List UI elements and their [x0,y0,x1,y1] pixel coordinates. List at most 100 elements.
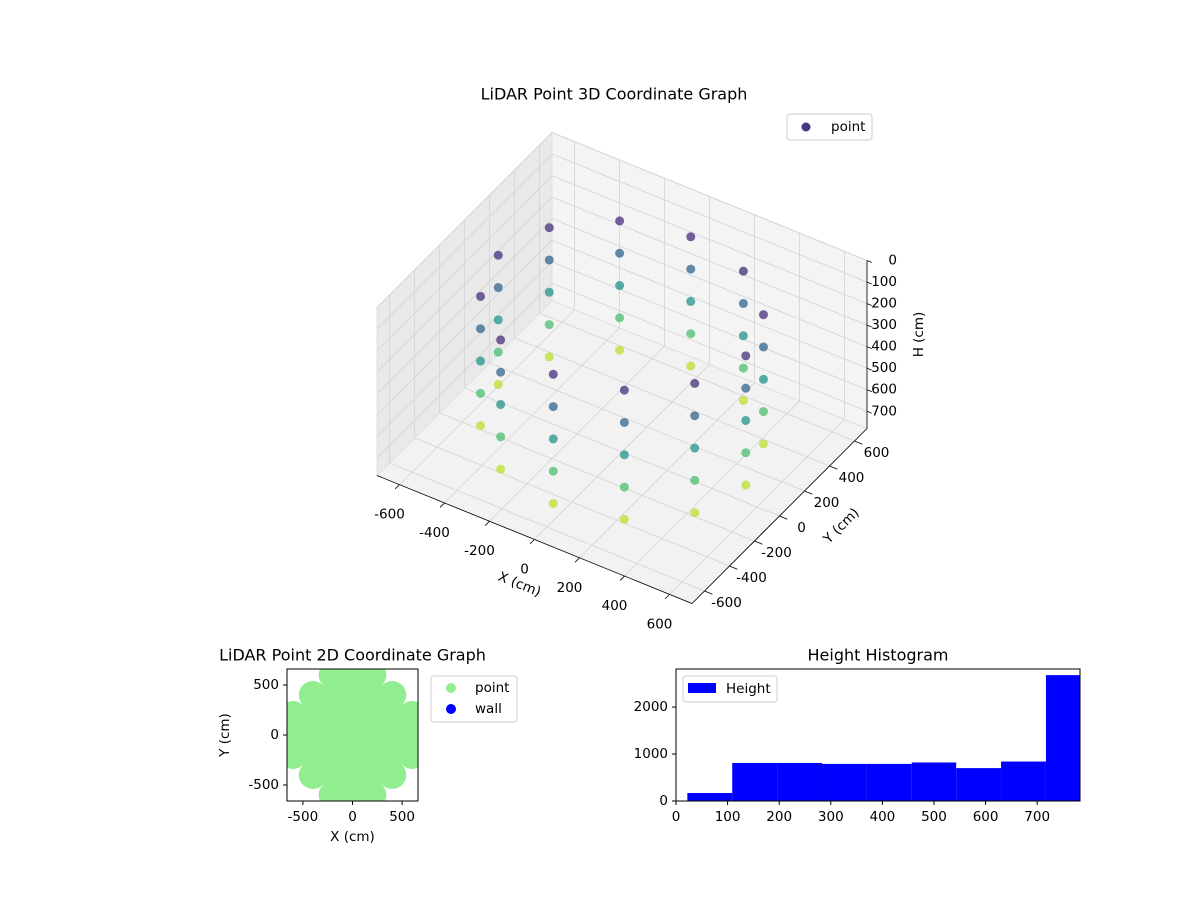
bar [1045,675,1080,801]
point [548,499,558,509]
point [686,296,696,306]
z-tick-label: 0 [888,253,897,269]
y-tick-label: -200 [761,545,792,561]
point [686,329,696,339]
point [493,379,503,389]
point [338,721,367,749]
tick-mark [779,515,788,520]
point [378,701,407,729]
grid-line [514,337,830,467]
z-tick-label: 600 [871,382,897,398]
y-tick-label: 200 [814,495,840,511]
point [496,432,506,442]
z-axis-label: H (cm) [911,312,927,358]
grid-line [439,412,755,542]
point [619,514,629,524]
point [496,400,506,410]
grid-line [551,218,868,348]
point [493,315,503,325]
tick-mark [394,484,400,490]
grid-line [551,282,868,412]
point [690,475,700,485]
point [358,681,387,709]
z-tick-label: 300 [871,317,897,333]
point [298,741,327,769]
y-axis-label: Y (cm) [217,713,233,758]
point [615,345,625,355]
point [758,407,768,417]
point [619,417,629,427]
point [619,450,629,460]
point [741,351,751,361]
y-tick-label: 0 [797,520,806,536]
x-tick-label: 0 [672,809,681,825]
point [298,721,327,749]
x-tick-label: 400 [869,809,895,825]
point [358,761,387,789]
point [544,255,554,265]
point [358,721,387,749]
chart-title: Height Histogram [808,646,949,665]
tick-mark [619,575,625,581]
legend-marker [446,704,456,714]
x-tick-label: 0 [348,809,357,825]
legend-label: point [475,680,509,696]
point [738,395,748,405]
point [738,298,748,308]
point [741,480,751,490]
point [690,378,700,388]
grid-line [551,196,868,326]
grid-line [376,218,553,394]
point [378,681,407,709]
x-axis-label: X (cm) [330,829,375,845]
point [690,508,700,518]
point [493,250,503,260]
grid-line [376,175,553,351]
legend-label: wall [475,701,502,717]
point [738,331,748,341]
point [548,402,558,412]
y-tick-label: 2000 [634,699,668,715]
y-tick-label: -500 [248,777,279,793]
x-axis-line [376,475,693,604]
x-tick-label: 600 [973,809,999,825]
tick-mark [829,465,838,470]
point [690,411,700,421]
point [758,310,768,320]
y-tick-label: 0 [659,793,668,809]
chart-title: LiDAR Point 2D Coordinate Graph [219,646,486,665]
point [298,681,327,709]
point [615,281,625,291]
tick-mark [754,540,763,545]
point [493,283,503,293]
bar [822,763,867,801]
tick-mark [804,490,813,495]
point [758,342,768,352]
point [338,761,367,789]
x-tick-label: -200 [464,543,495,559]
point [758,374,768,384]
x-tick-label: 0 [520,562,529,578]
z-tick-label: 200 [871,296,897,312]
x-tick-label: 700 [1024,809,1050,825]
tick-mark [704,590,713,595]
bar [956,768,1002,801]
point [548,466,558,476]
point [318,741,347,769]
tick-mark [866,367,872,371]
bar [1001,761,1046,801]
x-tick-label: 300 [818,809,844,825]
legend-marker [446,683,456,693]
x-tick-label: 200 [557,580,583,596]
bar [687,793,733,801]
tick-mark [484,520,490,526]
point [548,369,558,379]
legend-label: point [831,119,865,135]
point [378,721,407,749]
point [338,701,367,729]
tick-mark [866,281,872,285]
chart-title: LiDAR Point 3D Coordinate Graph [481,85,748,104]
tick-mark [866,410,872,414]
grid-line [414,437,730,567]
